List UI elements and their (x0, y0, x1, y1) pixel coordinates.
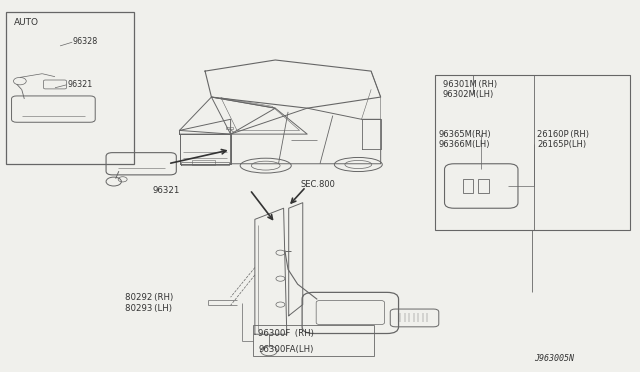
Text: 96302M(LH): 96302M(LH) (443, 90, 494, 99)
Text: 96300F (RH): 96300F (RH) (258, 329, 314, 338)
Text: 96328: 96328 (72, 37, 97, 46)
Bar (253, 325, 374, 356)
Text: 96365M(RH): 96365M(RH) (438, 129, 491, 139)
Text: 80292 (RH): 80292 (RH) (125, 293, 173, 302)
Text: 96300FA(LH): 96300FA(LH) (258, 345, 314, 354)
Bar (478, 179, 488, 193)
Text: 80293 (LH): 80293 (LH) (125, 304, 172, 313)
Text: 96366M(LH): 96366M(LH) (438, 140, 490, 149)
Ellipse shape (334, 157, 382, 171)
Text: 96321: 96321 (67, 80, 92, 89)
Ellipse shape (240, 158, 291, 173)
Text: SEC.800: SEC.800 (301, 180, 336, 189)
Bar (435, 75, 630, 231)
Text: 26165P(LH): 26165P(LH) (537, 140, 586, 149)
Text: 96321: 96321 (153, 186, 180, 195)
Text: 26160P (RH): 26160P (RH) (537, 129, 589, 139)
Text: AUTO: AUTO (13, 19, 38, 28)
Bar (226, 127, 232, 129)
Text: 96301M (RH): 96301M (RH) (443, 80, 497, 89)
Bar (463, 179, 473, 193)
Text: J963005N: J963005N (534, 354, 574, 363)
Bar (6, 12, 134, 164)
Bar (192, 160, 214, 164)
